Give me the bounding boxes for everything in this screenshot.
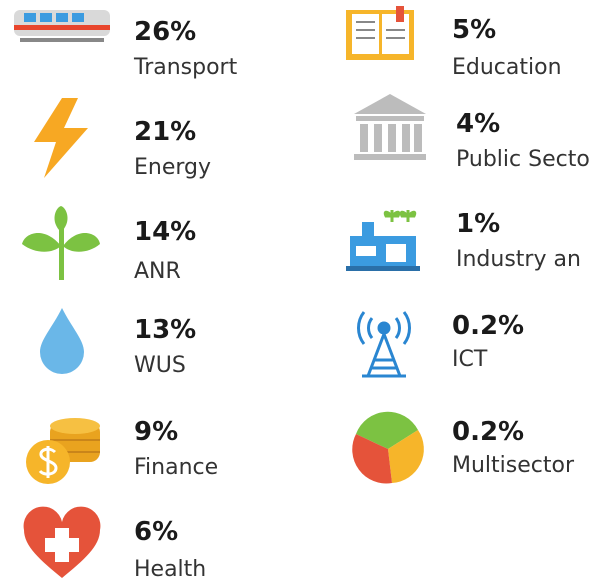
sector-label: Multisector [452, 453, 575, 478]
percent: 4% [456, 109, 500, 139]
anr-icon [22, 206, 100, 280]
sector-label: ICT [452, 347, 488, 372]
industry-icon [346, 210, 420, 271]
percent: 0.2% [452, 311, 524, 341]
sector-label: Transport [133, 55, 238, 80]
finance-icon [26, 418, 100, 484]
sector-label: Finance [134, 455, 218, 480]
ict-icon [357, 311, 411, 378]
percent: 9% [134, 417, 178, 447]
sector-label: Industry an [456, 247, 581, 272]
education-icon [346, 6, 414, 60]
public-sector-icon [354, 94, 426, 160]
sector-label: Public Secto [456, 147, 590, 172]
percent: 6% [134, 517, 178, 547]
percent: 1% [456, 209, 500, 239]
sector-label: Energy [134, 155, 211, 180]
multisector-icon [352, 411, 424, 484]
sector-label: ANR [134, 259, 181, 284]
percent: 21% [134, 117, 196, 147]
percent: 0.2% [452, 417, 524, 447]
percent: 14% [134, 217, 196, 247]
wus-icon [40, 308, 84, 374]
sector-label: Education [452, 55, 562, 80]
percent: 13% [134, 315, 196, 345]
percent: 5% [452, 15, 496, 45]
transport-icon [14, 10, 110, 42]
health-icon [23, 506, 101, 578]
energy-icon [34, 98, 88, 178]
sector-label: Health [134, 557, 206, 581]
percent: 26% [134, 17, 196, 47]
sector-label: WUS [134, 353, 186, 378]
